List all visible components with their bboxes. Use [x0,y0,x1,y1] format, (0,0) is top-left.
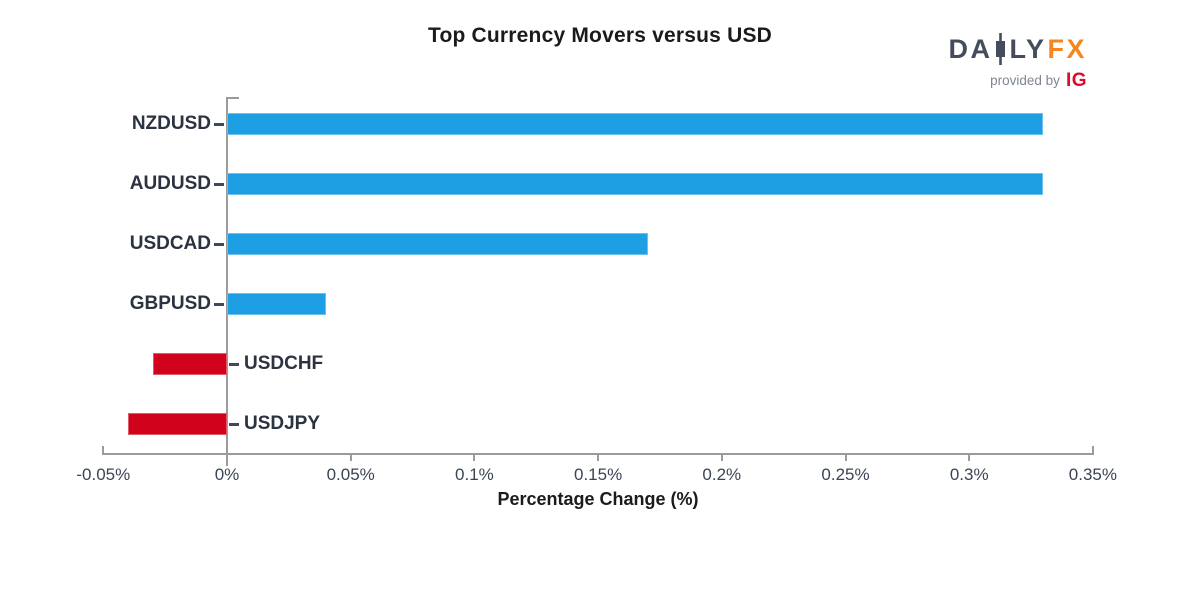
category-label-usdchf: USDCHF [244,353,324,374]
x-tick-label: 0.2% [702,465,742,484]
x-tick-label: 0% [214,465,240,484]
logo-text-da: DA [948,33,993,64]
category-tick-dash [229,363,239,366]
category-label-usdcad: USDCAD [129,233,211,254]
x-tick-label: 0.3% [949,465,989,484]
logo-text-ly: LY [1009,33,1047,64]
x-tick-label: -0.05% [76,465,131,484]
dailyfx-wordmark: DA LY FX [948,33,1087,65]
x-tick [473,455,476,461]
bar-nzdusd [227,113,1044,135]
x-tick-label: 0.35% [1068,465,1117,484]
x-axis-end-cap [1091,446,1094,455]
category-label-audusd: AUDUSD [129,173,211,194]
category-label-usdjpy: USDJPY [244,413,321,434]
x-tick-label: 0.05% [326,465,375,484]
bar-audusd [227,173,1044,195]
x-tick-label: 0.15% [573,465,623,484]
x-axis-title: Percentage Change (%) [497,489,699,509]
x-tick-label: 0.1% [455,465,494,484]
bar-usdchf [152,353,227,375]
bar-usdcad [227,233,648,255]
category-label-nzdusd: NZDUSD [131,113,211,134]
candlestick-icon [996,33,1006,65]
x-tick-label: 0.25% [821,465,870,484]
bar-usdjpy [128,413,227,435]
x-tick [968,455,971,461]
category-tick-dash [214,123,224,126]
category-tick-dash [214,183,224,186]
dailyfx-logo: DA LY FX provided by IG [948,33,1087,90]
category-tick-dash [229,423,239,426]
logo-tagline: provided by [990,72,1060,88]
category-tick-dash [214,243,224,246]
x-tick [597,455,600,461]
category-label-gbpusd: GBPUSD [129,293,211,314]
zero-axis-top-cap [226,97,239,99]
x-tick [844,455,847,461]
logo-text-fx: FX [1047,33,1087,64]
x-tick [349,455,352,461]
chart-title: Top Currency Movers versus USD [427,24,773,47]
x-tick [720,455,723,461]
category-tick-dash [214,303,224,306]
ig-logo: IG [1065,70,1087,91]
bar-gbpusd [227,293,326,315]
zero-axis-line [226,97,228,466]
x-axis-line [102,453,1094,455]
x-axis-end-cap [102,446,105,455]
